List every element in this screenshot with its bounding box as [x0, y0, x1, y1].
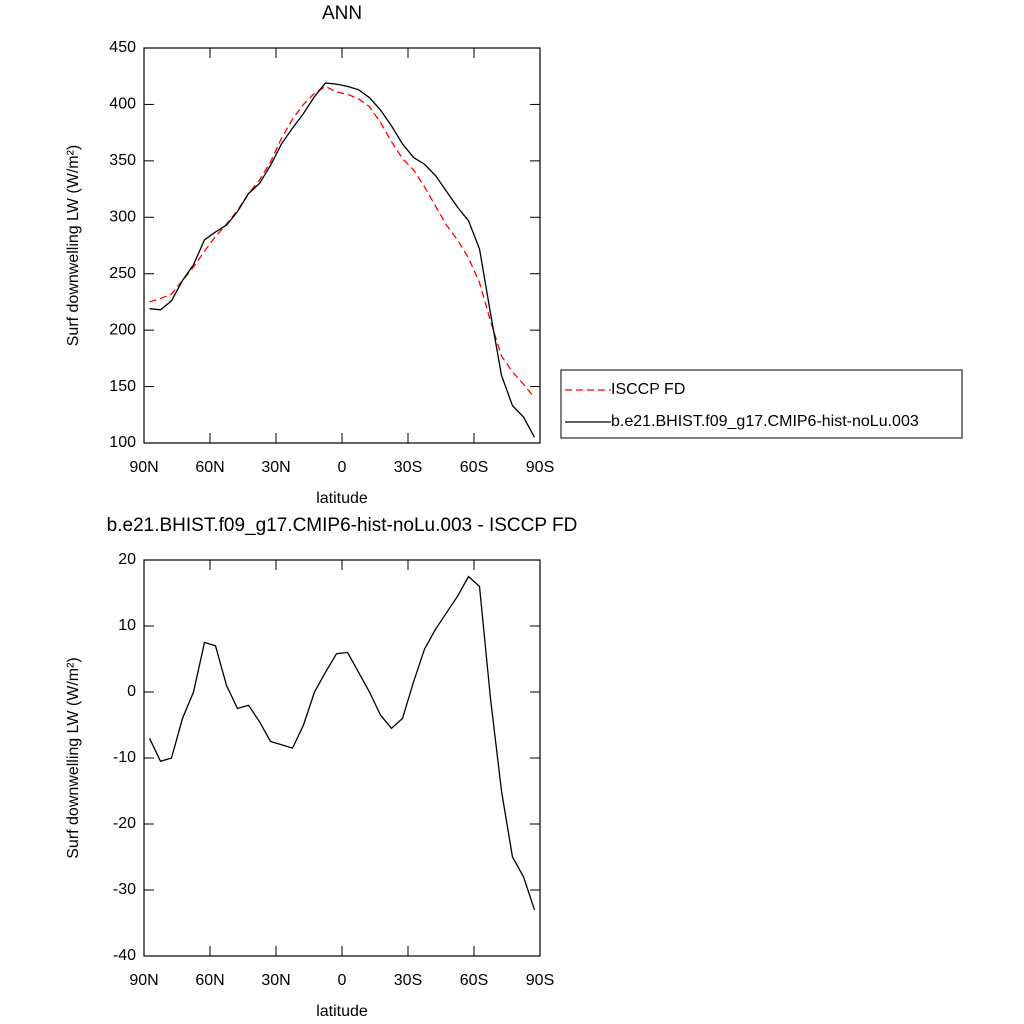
- x-tick-label: 0: [338, 972, 347, 989]
- y-tick-label: -10: [113, 749, 136, 766]
- x-tick-label: 60S: [460, 972, 488, 989]
- y-tick-label: 350: [109, 152, 136, 169]
- y-tick-label: 300: [109, 209, 136, 226]
- x-axis-label: latitude: [316, 1003, 368, 1020]
- x-axis-label: latitude: [316, 490, 368, 507]
- y-tick-label: -20: [113, 815, 136, 832]
- y-tick-label: 450: [109, 39, 136, 56]
- x-tick-label: 60N: [195, 459, 224, 476]
- x-tick-label: 30N: [261, 972, 290, 989]
- x-tick-label: 90N: [129, 459, 158, 476]
- x-tick-label: 60N: [195, 972, 224, 989]
- x-tick-label: 90S: [526, 972, 554, 989]
- y-tick-label: -30: [113, 881, 136, 898]
- y-tick-label: 20: [118, 551, 136, 568]
- chart-title: ANN: [322, 3, 362, 24]
- data-line: [148, 575, 536, 911]
- y-tick-label: 200: [109, 321, 136, 338]
- data-line: [149, 85, 536, 399]
- y-tick-label: 10: [118, 617, 136, 634]
- legend-label: ISCCP FD: [611, 381, 685, 398]
- y-tick-label: 150: [109, 378, 136, 395]
- x-tick-label: 30S: [394, 459, 422, 476]
- y-tick-label: 100: [109, 434, 136, 451]
- x-tick-label: 90S: [526, 459, 554, 476]
- y-axis-label: Surf downwelling LW (W/m²): [65, 657, 82, 859]
- x-tick-label: 90N: [129, 972, 158, 989]
- y-tick-label: -40: [113, 947, 136, 964]
- x-tick-label: 30S: [394, 972, 422, 989]
- legend-box: [560, 369, 963, 439]
- chart-title: b.e21.BHIST.f09_g17.CMIP6-hist-noLu.003 …: [107, 515, 578, 536]
- legend-label: b.e21.BHIST.f09_g17.CMIP6-hist-noLu.003: [611, 413, 919, 430]
- y-tick-label: 250: [109, 265, 136, 282]
- plot-frame: [143, 559, 541, 957]
- y-axis-label: Surf downwelling LW (W/m²): [65, 145, 82, 347]
- data-line: [149, 82, 536, 438]
- y-tick-label: 0: [127, 683, 136, 700]
- x-tick-label: 30N: [261, 459, 290, 476]
- plot-frame: [143, 47, 541, 444]
- y-tick-label: 400: [109, 96, 136, 113]
- x-tick-label: 60S: [460, 459, 488, 476]
- x-tick-label: 0: [338, 459, 347, 476]
